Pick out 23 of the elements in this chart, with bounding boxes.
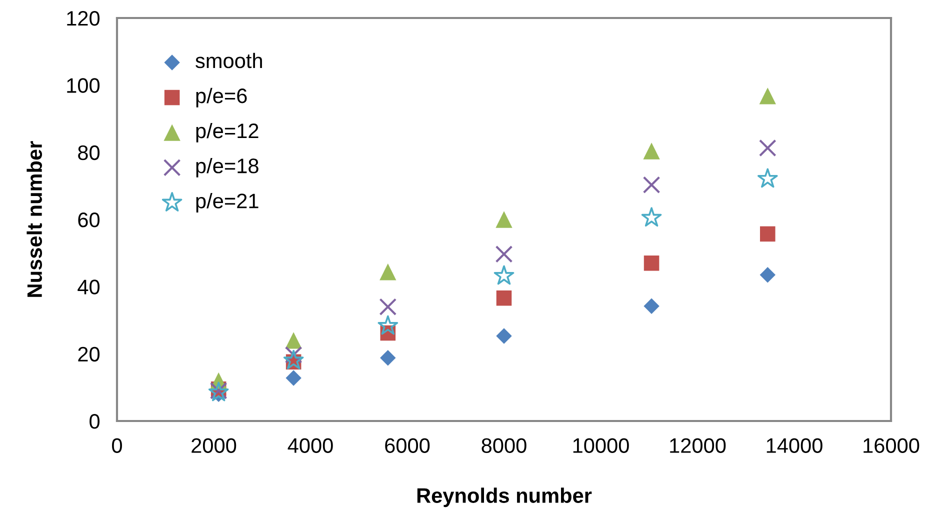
y-tick-label: 20 [78, 346, 100, 362]
x-tick-label: 8000 [482, 438, 526, 453]
legend-label: p/e=12 [196, 122, 258, 142]
x-tick-label: 16000 [864, 438, 920, 453]
legend-label: p/e=21 [196, 193, 258, 212]
legend-label: p/e=6 [196, 88, 247, 108]
x-tick-label: 12000 [670, 438, 726, 453]
y-tick-label: 80 [78, 145, 100, 160]
x-tick-label: 4000 [288, 438, 333, 453]
y-tick-label: 40 [78, 280, 100, 294]
legend-label: p/e=18 [196, 158, 258, 178]
x-axis-title: Reynolds number [417, 488, 592, 508]
legend-label: smooth [196, 52, 262, 68]
y-tick-label: 60 [78, 212, 100, 228]
y-tick-label: 100 [67, 78, 100, 93]
x-tick-label: 6000 [385, 438, 430, 453]
x-tick-label: 10000 [573, 438, 629, 453]
y-tick-label: 120 [67, 11, 100, 26]
x-tick-label: 2000 [192, 438, 236, 453]
y-tick-label: 0 [90, 414, 100, 429]
x-tick-label: 14000 [766, 438, 822, 453]
x-tick-label: 0 [112, 438, 122, 453]
y-axis-title: Nusselt number [26, 141, 42, 297]
